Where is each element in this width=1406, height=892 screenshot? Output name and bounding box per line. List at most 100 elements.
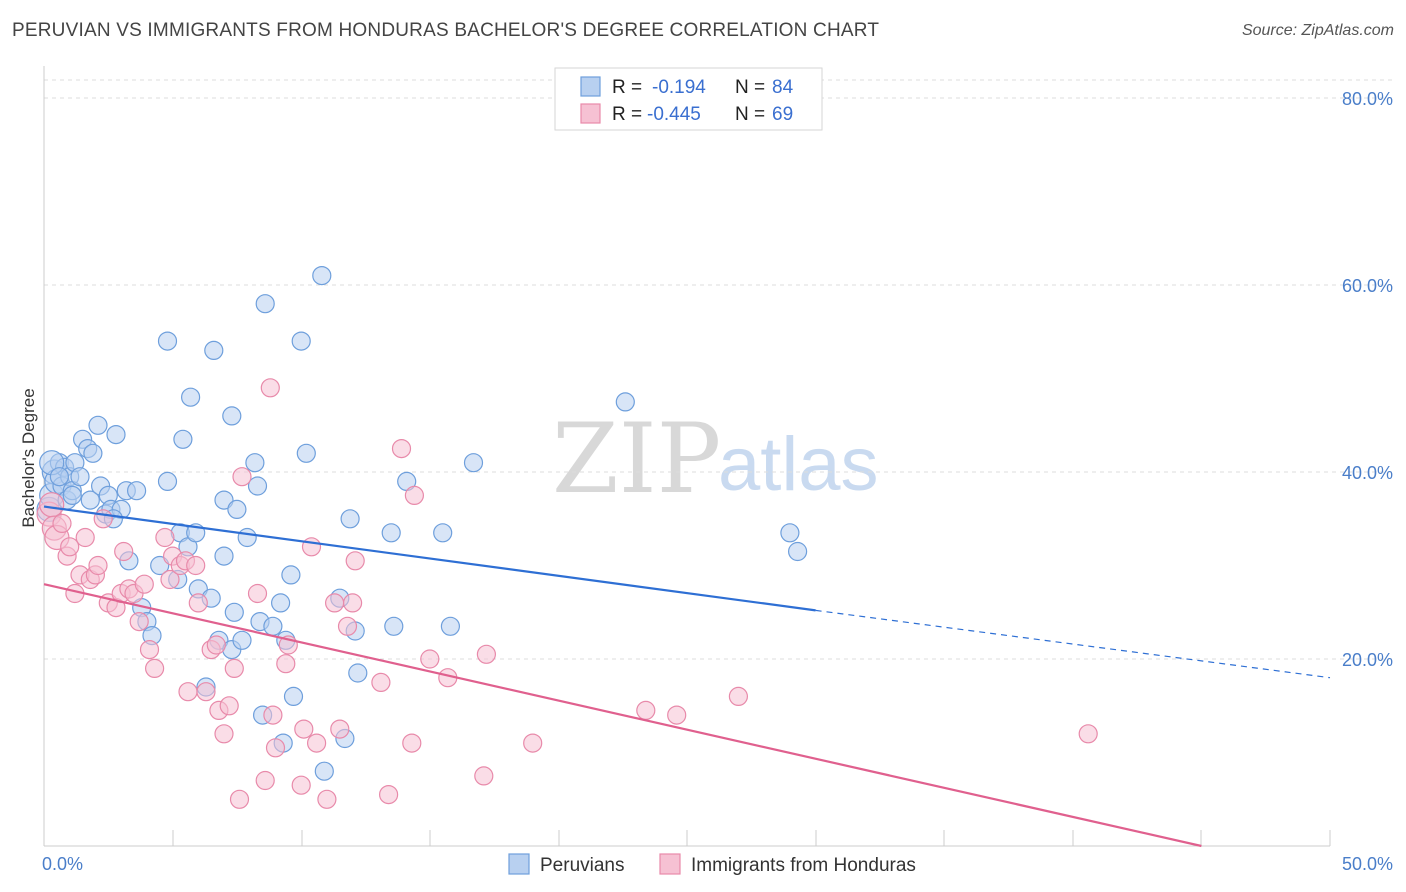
stats-n-label-1: N = [735,77,765,98]
honduras-point-31 [188,593,208,613]
x-tick-labels: 0.0% 50.0% [42,854,1393,874]
peruvians-point-41 [204,340,224,360]
peruvians-point-52 [247,476,268,496]
peruvians-point-57 [271,593,291,613]
stats-box: R = -0.194 N = 84 R = -0.445 N = 69 [554,67,823,131]
x-tick-label-1: 50.0% [1342,854,1393,874]
trend-lines [43,505,1331,848]
honduras-point-1 [39,492,65,518]
peruvians-point-47 [224,602,244,622]
grid-lines [44,79,1392,660]
y-tick-label-3: 80.0% [1342,89,1393,109]
honduras-point-67 [523,733,543,753]
honduras-point-71 [1078,724,1098,744]
peruvians-point-45 [222,406,242,426]
stats-swatch-blue [580,76,601,97]
watermark-zip: ZIP [552,403,721,515]
stats-r-value-2: -0.445 [647,104,701,125]
honduras-point-48 [291,775,311,795]
honduras-point-43 [260,378,280,398]
stats-r-value-1: -0.194 [652,77,706,98]
honduras-point-23 [145,658,165,679]
honduras-point-55 [337,616,358,636]
peruvians-point-63 [296,443,316,463]
peruvians-point-34 [173,429,193,449]
honduras-point-51 [307,733,327,753]
honduras-point-60 [391,439,412,459]
honduras-point-54 [330,719,350,739]
honduras-point-56 [343,593,363,613]
peruvians-point-36 [181,387,201,407]
peruvians-point-71 [381,523,401,543]
legend-swatch-honduras [659,853,681,875]
honduras-point-46 [276,654,296,674]
peruvians-point-51 [245,453,265,473]
peruvians-point-77 [615,392,635,412]
peruvians-point-43 [214,546,234,566]
watermark-atlas: atlas [718,422,879,507]
legend: Peruvians Immigrants from Honduras [508,853,916,876]
stats-r-label-1: R = [612,77,642,98]
chart-title: PERUVIAN VS IMMIGRANTS FROM HONDURAS BAC… [12,20,880,41]
series-peruvians-points [36,266,808,781]
trend-line-peruvians [43,505,816,612]
chart-source: Source: ZipAtlas.com [1241,22,1394,39]
peruvians-point-79 [787,541,808,562]
honduras-point-53 [325,593,345,613]
honduras-point-41 [247,583,268,604]
legend-label-honduras: Immigrants from Honduras [691,855,916,876]
honduras-point-65 [474,766,494,786]
honduras-point-50 [301,537,322,557]
peruvians-point-72 [384,616,404,636]
honduras-point-21 [134,574,154,594]
honduras-point-40 [232,467,252,487]
honduras-point-39 [229,789,250,809]
honduras-point-45 [265,738,286,758]
honduras-point-24 [155,527,175,548]
peruvians-point-48 [227,499,247,519]
honduras-point-61 [402,733,422,753]
honduras-point-66 [476,644,496,664]
honduras-point-6 [60,537,80,557]
stats-n-value-2: 69 [772,104,793,125]
stats-n-label-2: N = [735,104,765,125]
honduras-point-17 [114,541,134,562]
honduras-point-29 [178,682,198,702]
y-tick-label-2: 60.0% [1342,276,1393,296]
peruvians-point-16 [88,415,108,435]
honduras-point-36 [214,724,234,744]
peruvians-point-44 [214,490,234,510]
peruvians-point-60 [281,565,301,585]
x-tick-label-0: 0.0% [42,854,83,874]
peruvians-point-31 [157,471,178,491]
trend-line-honduras [43,583,1202,848]
honduras-point-57 [345,551,365,571]
peruvians-point-62 [291,331,311,351]
peruvians-point-30 [157,331,178,351]
legend-swatch-peruvians [508,853,530,875]
honduras-point-44 [263,705,283,725]
honduras-point-70 [728,686,749,707]
peruvians-point-55 [255,294,275,314]
honduras-point-12 [88,555,108,576]
honduras-point-68 [636,700,656,721]
peruvians-point-81 [49,467,70,487]
peruvians-point-14 [80,490,100,510]
honduras-point-13 [93,509,113,529]
peruvians-point-64 [312,266,332,286]
honduras-point-58 [371,672,391,693]
peruvians-point-50 [237,527,257,548]
honduras-point-30 [186,555,206,576]
honduras-point-34 [206,635,226,655]
peruvians-point-15 [83,443,103,463]
peruvians-point-74 [433,523,453,543]
peruvians-point-70 [348,663,368,683]
honduras-point-59 [379,784,399,805]
honduras-point-49 [294,719,314,739]
stats-swatch-pink [580,103,601,124]
peruvians-point-21 [106,425,126,445]
y-tick-labels: 20.0% 40.0% 60.0% 80.0% [1342,89,1393,670]
honduras-point-37 [219,696,239,716]
peruvians-point-68 [340,509,360,529]
